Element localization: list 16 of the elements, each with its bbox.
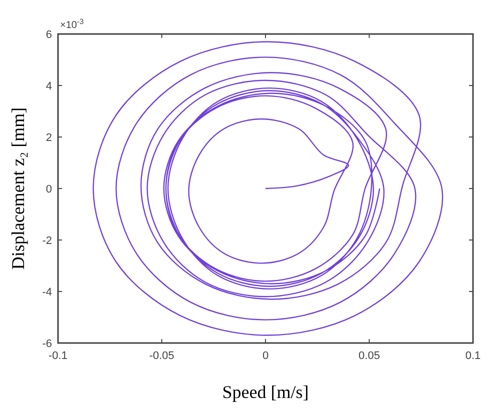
y-axis-title: Displacement z₂ [mm] — [8, 107, 28, 270]
x-tick-label: -0.1 — [48, 350, 68, 362]
line-series — [92, 41, 443, 336]
x-tick-label: -0.05 — [149, 350, 174, 362]
y-tick-label: 0 — [46, 184, 52, 196]
x-tick-label: 0.05 — [358, 350, 380, 362]
y-tick-label: 4 — [46, 80, 52, 92]
y-tick-label: -4 — [42, 286, 52, 298]
y-tick-label: -6 — [42, 338, 52, 350]
text: ×10$^{-3}$ — [60, 16, 84, 31]
y-tick-label: 6 — [46, 29, 52, 41]
x-axis-title: Speed [m/s] — [222, 382, 309, 402]
x-tick-label: 0 — [262, 350, 269, 362]
y-tick-label: 2 — [46, 132, 52, 144]
y-tick-label: -2 — [42, 235, 52, 247]
x-tick-label: 0.1 — [465, 350, 481, 362]
